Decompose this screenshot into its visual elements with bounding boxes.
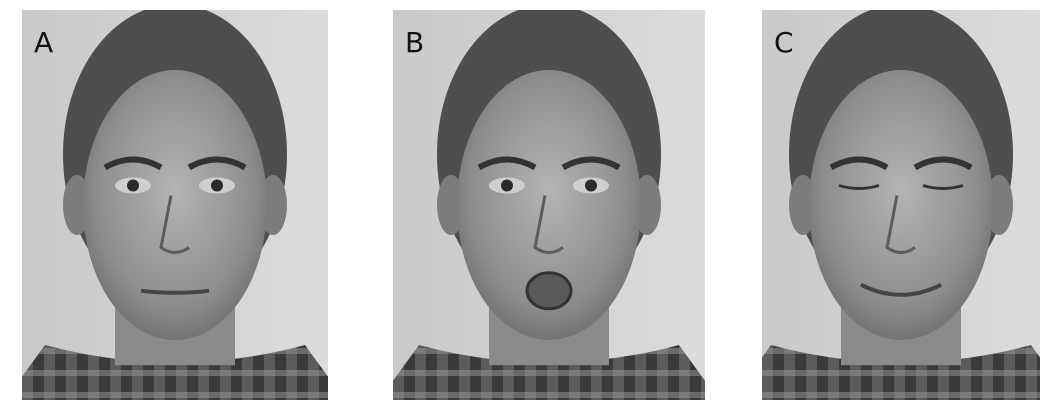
photo-panel [762,10,1040,400]
panel-label: B [405,26,424,59]
pupil [585,179,597,192]
eyebrow [477,156,537,171]
shirt [762,345,1040,400]
face [809,70,993,340]
eyebrow [187,156,247,171]
face [457,70,641,340]
mouth [140,288,210,295]
nose [885,195,916,254]
pupil [211,179,223,192]
eyebrow [561,156,621,171]
eyebrow [103,156,163,171]
photo-panel [393,10,705,400]
eyebrow [829,156,889,171]
panel-label: C [774,26,794,59]
nose [533,195,564,254]
shirt [393,345,705,400]
eyebrow [913,156,973,171]
nose [159,195,190,254]
panel-label: A [34,26,53,59]
face [83,70,267,340]
closed-eye [838,184,880,190]
photo-panel [22,10,328,400]
pupil [501,179,513,192]
smile [860,283,942,297]
shirt [22,345,328,400]
closed-eye [922,184,964,190]
pupil [127,179,139,192]
pursed-mouth [525,271,573,311]
